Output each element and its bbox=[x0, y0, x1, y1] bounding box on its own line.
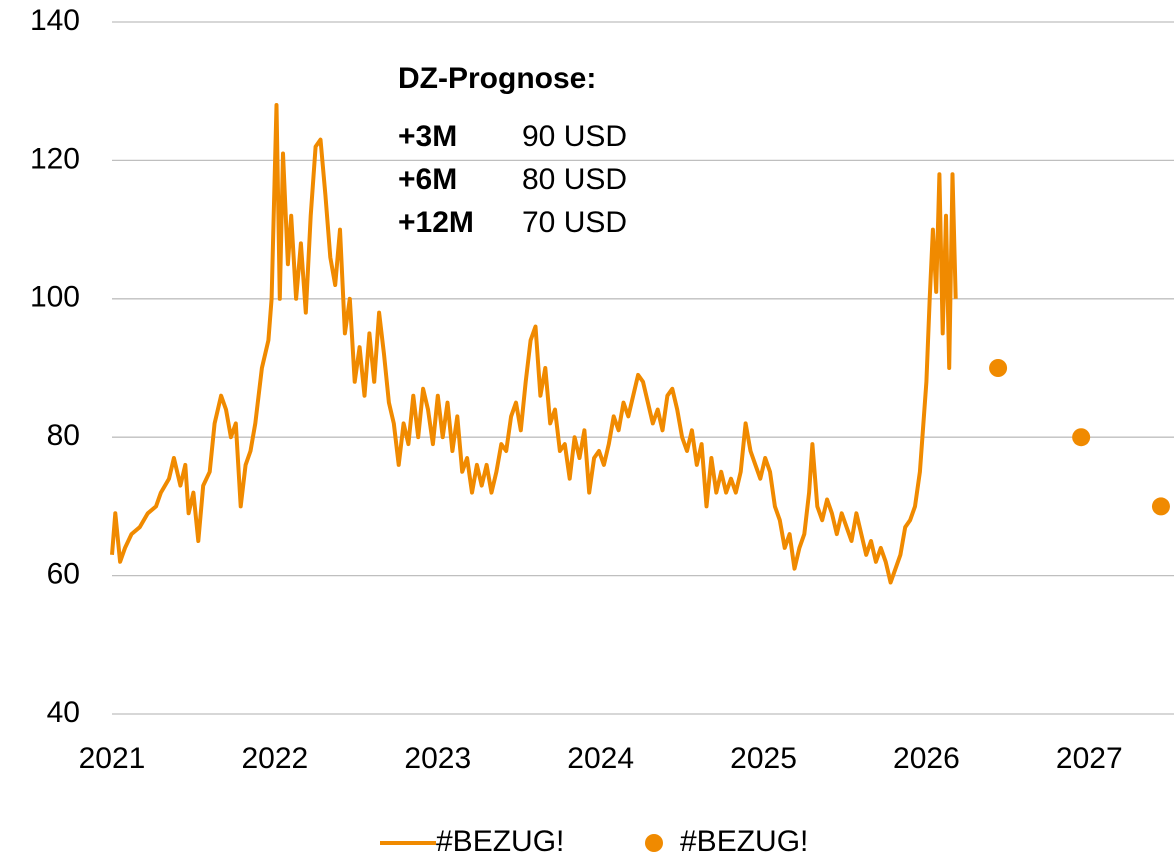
annotation-text: 80 USD bbox=[522, 163, 627, 196]
forecast-point bbox=[1151, 497, 1170, 516]
x-tick-label: 2026 bbox=[893, 742, 960, 775]
annotation-label: +3M bbox=[398, 120, 457, 153]
forecast-point bbox=[989, 359, 1008, 377]
x-tick-label: 2025 bbox=[730, 742, 797, 775]
x-tick-label: 2023 bbox=[404, 742, 471, 775]
annotation-text: 90 USD bbox=[522, 120, 627, 153]
annotation-label: +6M bbox=[398, 163, 457, 196]
y-tick-label: 100 bbox=[30, 281, 80, 314]
x-tick-label: 2021 bbox=[79, 742, 146, 775]
x-tick-label: 2022 bbox=[242, 742, 309, 775]
annotation-text: 70 USD bbox=[522, 206, 627, 239]
legend-label: #BEZUG! bbox=[680, 825, 808, 858]
forecast-point bbox=[1072, 428, 1091, 447]
price-line bbox=[110, 103, 958, 585]
annotation-title: DZ-Prognose: bbox=[398, 62, 596, 95]
y-tick-label: 80 bbox=[47, 419, 80, 452]
x-tick-label: 2024 bbox=[567, 742, 634, 775]
y-tick-label: 140 bbox=[30, 4, 80, 37]
y-tick-label: 60 bbox=[47, 558, 80, 591]
annotation-label: +12M bbox=[398, 206, 474, 239]
legend-swatch bbox=[645, 834, 663, 852]
y-tick-label: 120 bbox=[30, 142, 80, 175]
y-tick-label: 40 bbox=[47, 696, 80, 729]
x-tick-label: 2027 bbox=[1056, 742, 1123, 775]
legend-label: #BEZUG! bbox=[436, 825, 564, 858]
